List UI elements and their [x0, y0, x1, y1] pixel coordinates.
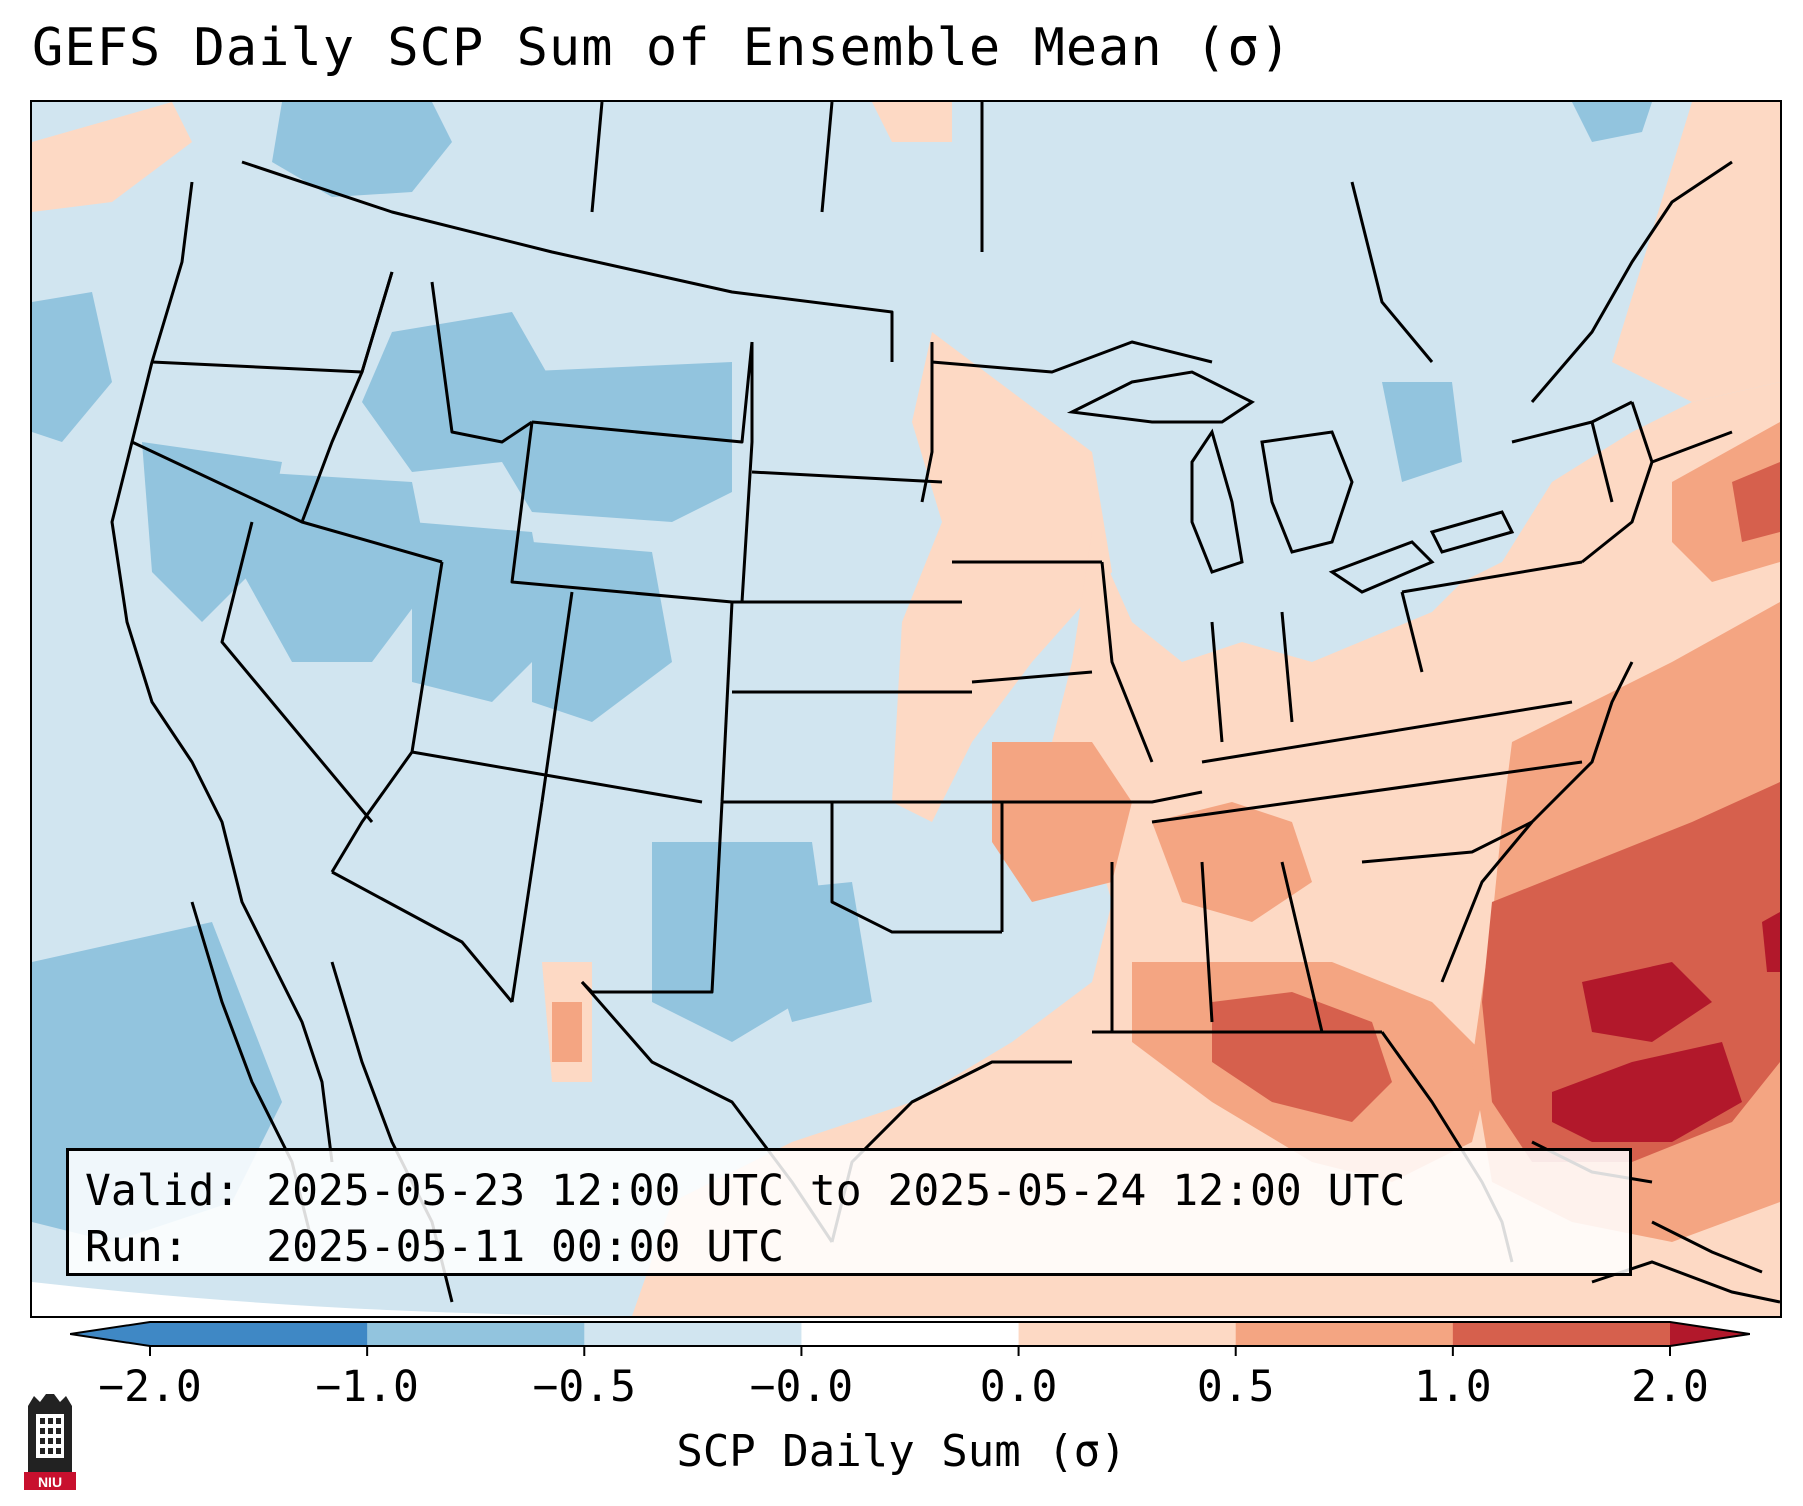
colorbar-segment — [150, 1322, 368, 1346]
colorbar-segment — [1235, 1322, 1454, 1346]
run-time-text: Run: 2025-05-11 00:00 UTC — [85, 1222, 784, 1272]
colorbar-tick-label: 2.0 — [1631, 1362, 1709, 1412]
colorbar-tick-label: −1.0 — [315, 1362, 419, 1412]
state-boundaries — [110, 102, 1733, 1263]
colorbar-ticks — [149, 1346, 1671, 1356]
valid-time-text: Valid: 2025-05-23 12:00 UTC to 2025-05-2… — [85, 1166, 1406, 1216]
colorbar-segment — [367, 1322, 585, 1346]
colorbar-extend-max — [1670, 1322, 1750, 1346]
colorbar-tick-label: 0.5 — [1196, 1362, 1275, 1412]
great-lakes — [1066, 370, 1515, 594]
colorbar-tick-label: 1.0 — [1414, 1362, 1492, 1412]
colorbar-tick-label: −0.5 — [532, 1362, 637, 1412]
validity-info-box: Valid: 2025-05-23 12:00 UTC to 2025-05-2… — [66, 1148, 1632, 1276]
colorbar-tick-label: −2.0 — [98, 1362, 202, 1412]
scp-map — [32, 102, 1780, 1316]
colorbar-segment — [801, 1322, 1020, 1346]
colorbar-segments — [70, 1321, 1750, 1347]
map-title: GEFS Daily SCP Sum of Ensemble Mean (σ) — [32, 18, 1292, 78]
map-panel — [30, 100, 1782, 1318]
colorbar-segment — [1452, 1322, 1671, 1346]
very-strong-positive-areas — [1552, 912, 1780, 1142]
projection-edge — [32, 1282, 652, 1316]
colorbar-segment — [1018, 1322, 1237, 1346]
logo-text: NIU — [38, 1474, 62, 1490]
colorbar-extend-min — [70, 1322, 150, 1346]
colorbar-label: SCP Daily Sum (σ) — [676, 1426, 1127, 1477]
colorbar-tick-label: −0.0 — [749, 1362, 854, 1412]
colorbar-segment — [584, 1322, 802, 1346]
niu-logo: NIU — [24, 1394, 76, 1490]
colorbar-tick-label: 0.0 — [979, 1362, 1058, 1412]
colorbar — [70, 1321, 1750, 1356]
